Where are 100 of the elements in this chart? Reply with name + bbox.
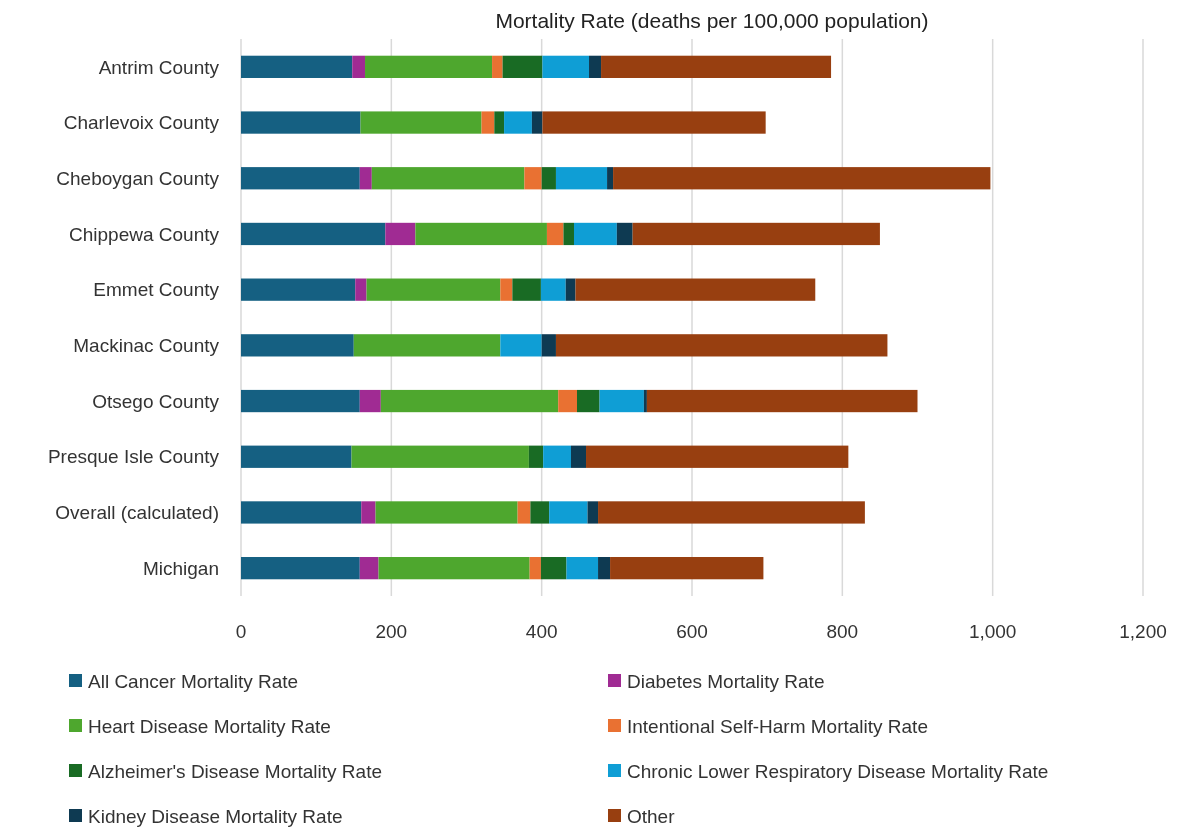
bar [241, 445, 352, 468]
bar [577, 389, 600, 413]
bar [353, 334, 501, 357]
bar [589, 55, 602, 78]
bar [492, 55, 503, 78]
legend-label: Intentional Self-Harm Mortality Rate [627, 715, 928, 737]
legend-label: All Cancer Mortality Rate [88, 670, 299, 692]
bar [241, 501, 362, 524]
bar [352, 55, 366, 78]
bar [351, 445, 529, 468]
bar [542, 55, 590, 78]
y-tick-label: Mackinac County [73, 335, 220, 356]
x-tick-label: 600 [676, 621, 708, 642]
bar [616, 222, 633, 246]
bar [500, 278, 513, 301]
bar [415, 222, 547, 246]
bar [558, 389, 577, 413]
bar [566, 557, 599, 580]
y-tick-label: Michigan [142, 557, 219, 579]
bar [530, 501, 550, 524]
bar [586, 445, 849, 468]
bar [361, 501, 376, 524]
bar [241, 278, 356, 301]
bar [241, 55, 353, 78]
bar [371, 167, 525, 190]
bar [570, 445, 587, 468]
bar [546, 222, 564, 246]
bar [375, 501, 518, 524]
bar [601, 55, 832, 78]
legend-label: Other [627, 805, 676, 827]
bar [542, 111, 766, 134]
bar [555, 167, 608, 190]
bar [504, 111, 532, 134]
bar [241, 222, 386, 246]
bar [540, 557, 567, 580]
y-tick-label: Emmet County [93, 279, 220, 301]
chart-title: Mortality Rate (deaths per 100,000 population) [495, 9, 929, 32]
legend-label: Alzheimer's Disease Mortality Rate [88, 760, 382, 782]
bar [355, 278, 367, 301]
bar [359, 167, 372, 190]
bar [500, 334, 542, 357]
bar [587, 501, 599, 524]
bar [541, 167, 556, 190]
x-tick-label: 0 [235, 621, 247, 642]
bar [366, 278, 501, 301]
y-tick-label: Presque Isle County [47, 446, 220, 468]
bar [599, 389, 644, 413]
bar [241, 557, 360, 580]
bar [481, 111, 495, 134]
legend-label: Diabetes Mortality Rate [627, 670, 825, 692]
bar [359, 557, 379, 580]
bar [380, 389, 559, 413]
bar [598, 557, 611, 580]
x-tick-label: 1,200 [1119, 621, 1167, 642]
bar [555, 334, 888, 357]
bar [359, 389, 381, 413]
bar [632, 222, 880, 246]
bar [543, 445, 571, 468]
bar [241, 167, 360, 190]
legend-label: Chronic Lower Respiratory Disease Mortality Rate [627, 760, 1049, 782]
bar [531, 111, 543, 134]
y-tick-label: Antrim County [98, 56, 220, 78]
bar [517, 501, 531, 524]
legend-label: Kidney Disease Mortality Rate [88, 805, 343, 827]
x-tick-label: 200 [375, 621, 408, 642]
bar [524, 167, 542, 190]
bar [613, 167, 991, 190]
bar [575, 278, 816, 301]
bar [646, 389, 918, 413]
bar [241, 334, 354, 357]
bar [541, 334, 556, 357]
y-tick-label: Chippewa County [69, 223, 220, 245]
bar [528, 445, 544, 468]
bar [643, 389, 647, 413]
bar [607, 167, 614, 190]
legend-label: Heart Disease Mortality Rate [88, 715, 331, 737]
bar [540, 278, 566, 301]
x-tick-label: 1,000 [968, 621, 1017, 642]
bar [573, 222, 617, 246]
y-tick-label: Cheboygan County [56, 167, 220, 189]
bar [563, 222, 574, 246]
x-tick-label: 400 [525, 621, 558, 642]
bar [565, 278, 576, 301]
bar [512, 278, 541, 301]
x-tick-label: 800 [826, 621, 859, 642]
bar [365, 55, 493, 78]
y-tick-label: Charlevoix County [63, 112, 220, 134]
bar [385, 222, 416, 246]
bar [241, 389, 360, 413]
bar [502, 55, 543, 78]
bar [378, 557, 530, 580]
bar [360, 111, 482, 134]
bar [598, 501, 865, 524]
y-tick-label: Overall (calculated) [55, 502, 219, 524]
bar [610, 557, 764, 580]
bar [529, 557, 541, 580]
y-tick-label: Otsego County [92, 390, 220, 412]
bar [549, 501, 588, 524]
bar [241, 111, 361, 134]
bar [494, 111, 505, 134]
